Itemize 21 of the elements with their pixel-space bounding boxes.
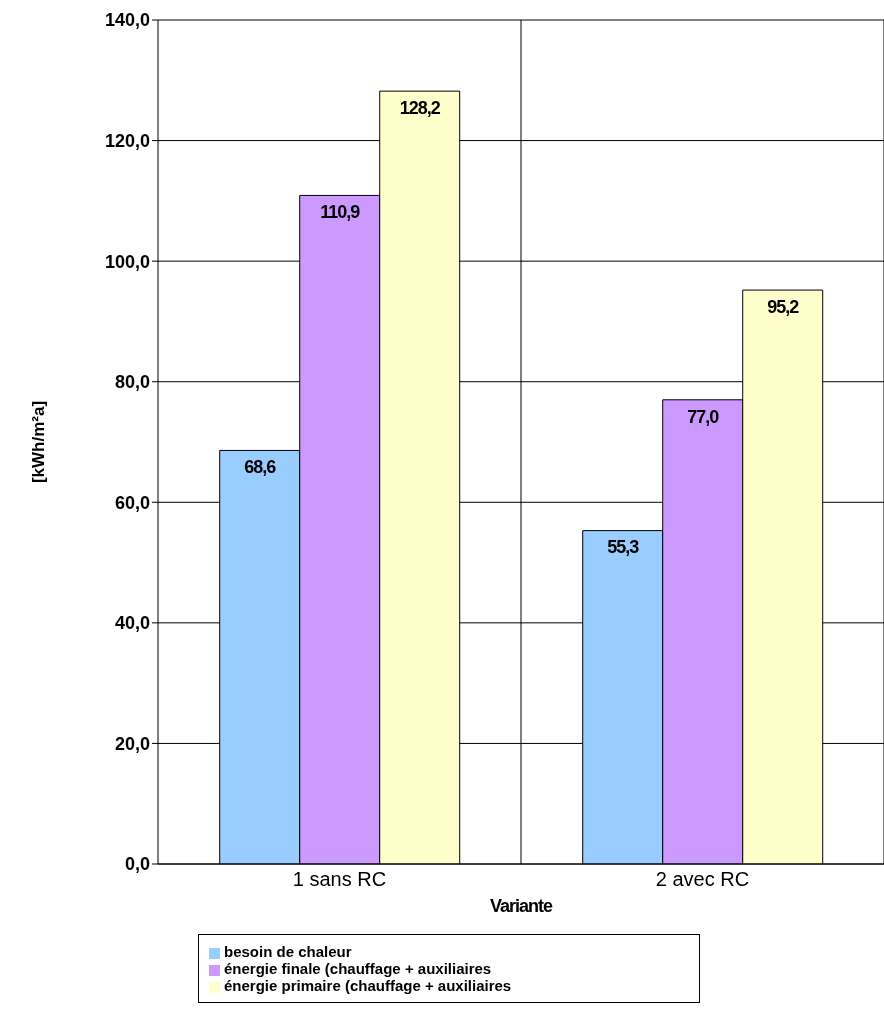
x-axis-title: Variante [489,896,554,916]
y-tick-label: 0,0 [124,854,150,875]
legend-label: énergie primaire (chauffage + auxiliaires [224,977,512,994]
y-tick-label: 140,0 [104,10,150,31]
y-tick-label: 40,0 [114,613,150,634]
y-axis-title: [kWh/m²a] [29,400,49,484]
data-label: 68,6 [244,457,277,478]
data-label: 110,9 [320,202,361,223]
legend-label: besoin de chaleur [224,943,352,960]
data-label: 128,2 [399,97,441,118]
x-tick-label: 1 sans RC [292,868,387,891]
y-tick-label: 20,0 [114,733,150,754]
data-label: 95,2 [767,296,800,317]
y-tick-label: 120,0 [104,130,150,151]
y-tick-label: 80,0 [114,372,150,393]
x-tick-label: 2 avec RC [655,868,750,891]
data-label: 77,0 [687,406,720,427]
legend-label: énergie finale (chauffage + auxiliaires [224,960,492,977]
y-tick-label: 60,0 [114,492,150,513]
data-label: 55,3 [607,537,640,558]
y-tick-label: 100,0 [104,251,150,272]
